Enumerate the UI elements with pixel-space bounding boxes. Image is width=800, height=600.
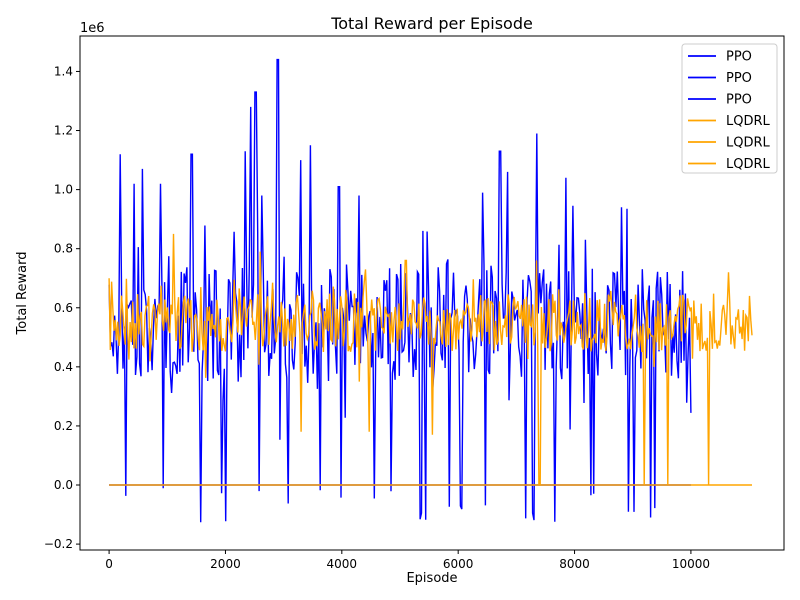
chart-title: Total Reward per Episode [330, 14, 533, 33]
x-tick-label: 6000 [443, 557, 474, 571]
y-tick-label: 0.2 [54, 419, 73, 433]
legend-frame [681, 43, 778, 174]
x-tick-label: 0 [105, 557, 113, 571]
y-tick-label: 0.0 [54, 478, 73, 492]
legend-label: LQDRL [726, 114, 771, 129]
y-tick-label: 1.4 [54, 64, 73, 78]
plot-area-frame [79, 35, 785, 551]
y-tick-label: 0.6 [54, 301, 73, 315]
y-axis-label: Total Reward [15, 252, 30, 336]
legend-label: LQDRL [726, 157, 771, 172]
y-tick-label: 1.2 [54, 124, 73, 138]
x-axis: 0 2000 4000 6000 8000 10000 [105, 550, 710, 571]
y-tick-label: 1.0 [54, 183, 73, 197]
legend: PPO PPO PPO LQDRL LQDRL LQDRL [681, 43, 778, 174]
legend-label: LQDRL [726, 136, 771, 151]
y-tick-label: 0.4 [54, 360, 73, 374]
x-tick-label: 2000 [210, 557, 241, 571]
series-line-lqdrl [108, 233, 753, 486]
y-tick-label: −0.2 [44, 537, 73, 551]
y-axis: −0.2 0.0 0.2 0.4 0.6 0.8 1.0 1.2 1.4 [44, 64, 80, 551]
x-tick-label: 4000 [327, 557, 358, 571]
y-axis-multiplier: 1e6 [80, 21, 105, 36]
series-layer [108, 58, 753, 523]
legend-label: PPO [726, 93, 752, 108]
x-tick-label: 10000 [672, 557, 710, 571]
y-tick-label: 0.8 [54, 242, 73, 256]
x-axis-label: Episode [406, 571, 457, 586]
legend-label: PPO [726, 71, 752, 86]
legend-label: PPO [726, 50, 752, 65]
x-tick-label: 8000 [559, 557, 590, 571]
